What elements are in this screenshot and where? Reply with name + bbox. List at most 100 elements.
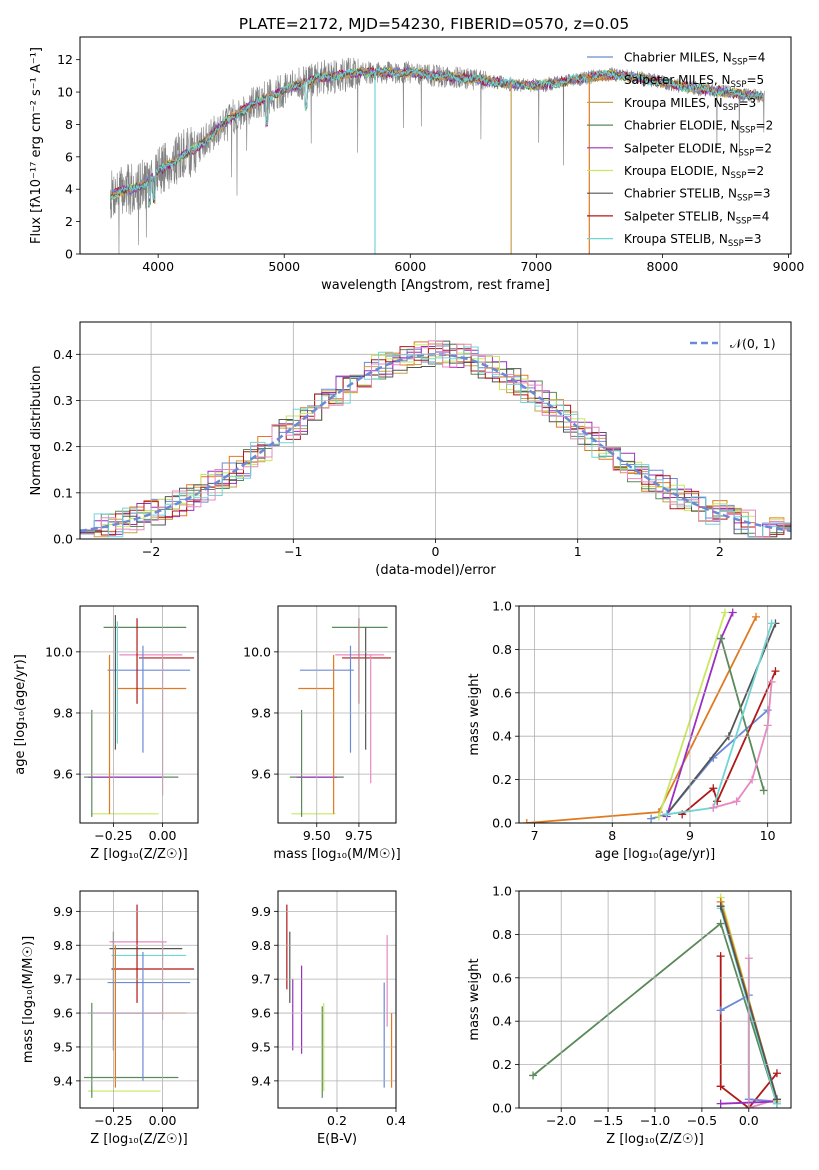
y-tick-label: 9.8 xyxy=(53,938,73,953)
y-tick-label: 1.0 xyxy=(492,884,512,899)
y-tick-label: 8 xyxy=(65,117,73,132)
y-tick-label: 0.0 xyxy=(492,1101,512,1116)
x-tick-label: 0.4 xyxy=(386,1113,406,1128)
histogram-c9 xyxy=(80,340,791,539)
y-axis-label: mass weight xyxy=(467,958,482,1040)
y-tick-label: 6 xyxy=(65,149,73,164)
x-axis-label: mass [log₁₀(M/M☉)] xyxy=(273,847,400,862)
plot-area xyxy=(83,904,195,1098)
y-tick-label: 4 xyxy=(65,182,73,197)
weight-point xyxy=(709,803,718,812)
weight-point xyxy=(772,1069,781,1078)
legend: 𝒩(0, 1) xyxy=(690,336,776,351)
y-tick-label: 9.5 xyxy=(251,1039,271,1054)
y-tick-label: 12 xyxy=(57,52,73,67)
y-axis-label: Flux [fλ10⁻¹⁷ erg cm⁻² s⁻¹ A⁻¹] xyxy=(29,47,44,244)
legend: Chabrier MILES, NSSP=4 Salpeter MILES, NS… xyxy=(587,51,773,249)
x-tick-label: 9 xyxy=(686,828,694,843)
axes-frame xyxy=(518,890,792,1109)
x-tick-label: 5000 xyxy=(268,259,300,274)
weight-point xyxy=(709,784,718,793)
y-tick-label: 1.0 xyxy=(492,599,512,614)
weight-point xyxy=(752,612,761,621)
axes-frame xyxy=(277,605,397,824)
x-tick-label: 10 xyxy=(760,828,776,843)
legend-label: Chabrier MILES, NSSP=4 xyxy=(624,51,765,68)
legend-label: 𝒩(0, 1) xyxy=(730,336,776,351)
x-tick-label: 7 xyxy=(531,828,539,843)
x-tick-label: 8 xyxy=(608,828,616,843)
x-tick-label: 9.50 xyxy=(303,828,331,843)
weight-point xyxy=(759,786,768,795)
chart-age_vs_Z: −0.25 0.00 9.6 9.8 10.0 Z [log₁₀(Z/Z☉)] age [l… xyxy=(13,605,199,862)
weight-line-c8 xyxy=(666,623,773,816)
axes-frame xyxy=(518,605,792,824)
plot-layer: 4000 5000 6000 7000 8000 9000024681012wavelen… xyxy=(13,36,804,1147)
chart-spectrum: 4000 5000 6000 7000 8000 9000 0 2 4 6 8 10 12 wavelen… xyxy=(29,36,804,293)
x-axis-label: Z [log₁₀(Z/Z☉)] xyxy=(90,1132,187,1147)
x-axis-label: wavelength [Angstrom, rest frame] xyxy=(321,278,550,293)
x-tick-label: 1 xyxy=(574,544,582,559)
y-tick-label: 10.0 xyxy=(243,644,271,659)
y-tick-label: 0.4 xyxy=(492,1014,512,1029)
y-tick-label: 9.7 xyxy=(53,972,73,987)
legend-label: Kroupa MILES, NSSP=3 xyxy=(624,96,756,113)
weight-point xyxy=(647,814,656,823)
chart-age_vs_mass: 9.50 9.75 9.6 9.8 10.0 mass [log₁₀(M/M☉)] xyxy=(243,605,401,862)
weight-point xyxy=(716,952,725,961)
chart-weight_vs_age: 7 8 9 10 0.0 0.2 0.4 0.6 0.8 1.0 age [log₁₀(age/yr… xyxy=(467,599,792,862)
weight-line-c5 xyxy=(658,612,726,817)
axes-frame xyxy=(277,890,397,1109)
y-tick-label: 9.6 xyxy=(251,1006,271,1021)
axes-frame xyxy=(79,605,199,824)
y-tick-label: 9.8 xyxy=(251,938,271,953)
y-axis-label: Normed distribution xyxy=(29,366,44,496)
weight-point xyxy=(717,634,726,643)
x-axis-label: (data-model)/error xyxy=(375,563,496,578)
y-tick-label: 0.4 xyxy=(53,347,73,362)
weight-point xyxy=(720,608,729,617)
y-tick-label: 10 xyxy=(57,85,73,100)
weight-point xyxy=(732,797,741,806)
x-tick-label: 0.2 xyxy=(327,1113,347,1128)
x-axis-label: E(B-V) xyxy=(317,1132,357,1147)
x-axis-label: Z [log₁₀(Z/Z☉)] xyxy=(606,1132,703,1147)
x-tick-label: 2 xyxy=(716,544,724,559)
chart-mass_vs_Z: −0.25 0.00 9.4 9.5 9.6 9.7 9.8 9.9 Z [log₁₀(Z/Z☉… xyxy=(21,890,199,1147)
x-axis-label: age [log₁₀(age/yr)] xyxy=(595,847,716,862)
weight-point xyxy=(767,619,776,628)
y-tick-label: 0.0 xyxy=(492,816,512,831)
legend-label: Chabrier STELIB, NSSP=3 xyxy=(624,187,771,204)
y-tick-label: 0.4 xyxy=(492,729,512,744)
weight-point xyxy=(716,919,725,928)
weight-point xyxy=(522,819,531,823)
x-tick-label: 8000 xyxy=(647,259,679,274)
y-tick-label: 0.1 xyxy=(53,485,73,500)
plot-area xyxy=(286,904,393,1098)
legend-label: Salpeter ELODIE, NSSP=2 xyxy=(624,141,772,158)
legend-label: Kroupa STELIB, NSSP=3 xyxy=(624,232,762,249)
weight-point xyxy=(716,1006,725,1015)
x-tick-label: −2 xyxy=(142,544,160,559)
x-tick-label: 9.75 xyxy=(345,828,373,843)
axes-frame xyxy=(79,890,199,1109)
x-tick-label: −0.5 xyxy=(687,1113,717,1128)
chart-mass_vs_ebv: 0.2 0.4 9.4 9.5 9.6 9.7 9.8 9.9 E(B-V) xyxy=(251,890,406,1147)
x-tick-label: −1.0 xyxy=(640,1113,670,1128)
weight-point xyxy=(728,608,737,617)
plot-area xyxy=(522,608,780,823)
y-tick-label: 0.2 xyxy=(53,439,73,454)
weight-point xyxy=(662,810,671,819)
y-tick-label: 0.8 xyxy=(492,927,512,942)
legend-label: Kroupa ELODIE, NSSP=2 xyxy=(624,164,764,181)
y-axis-label: mass weight xyxy=(467,673,482,755)
legend-label: Chabrier ELODIE, NSSP=2 xyxy=(624,119,773,136)
y-tick-label: 9.9 xyxy=(53,904,73,919)
plot-area xyxy=(83,615,195,817)
x-tick-label: 6000 xyxy=(394,259,426,274)
y-tick-label: 9.6 xyxy=(251,767,271,782)
y-tick-label: 9.6 xyxy=(53,767,73,782)
x-tick-label: 0.00 xyxy=(149,828,177,843)
model-spectrum-c8 xyxy=(109,66,764,208)
